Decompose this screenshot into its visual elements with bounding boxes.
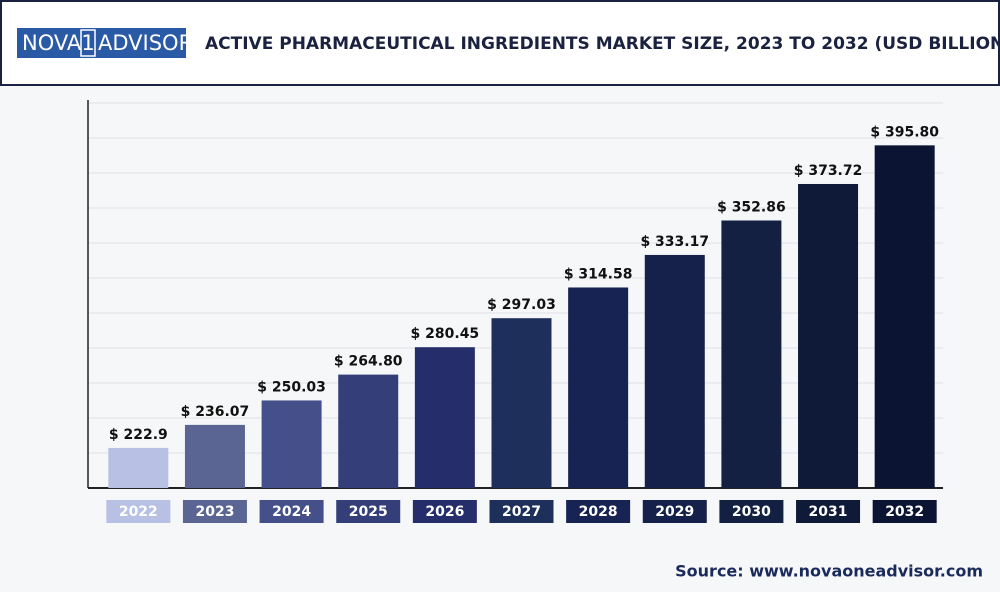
bar bbox=[491, 318, 552, 488]
x-tick-box bbox=[566, 500, 631, 523]
value-label: $ 280.45 bbox=[411, 326, 480, 342]
x-tick-box bbox=[796, 500, 861, 523]
x-tick-label: 2026 bbox=[425, 504, 464, 520]
x-tick-label: 2030 bbox=[732, 504, 771, 520]
x-tick-label: 2024 bbox=[272, 504, 311, 520]
x-tick-label: 2023 bbox=[195, 504, 234, 520]
x-tick-box bbox=[642, 500, 707, 523]
x-tick-box bbox=[489, 500, 554, 523]
logo-text: 1 bbox=[81, 31, 94, 55]
bar bbox=[108, 447, 169, 488]
x-tick-label: 2029 bbox=[655, 504, 694, 520]
x-tick-label: 2032 bbox=[885, 504, 924, 520]
x-tick-label: 2025 bbox=[349, 504, 388, 520]
value-label: $ 297.03 bbox=[487, 297, 556, 313]
bar bbox=[874, 145, 935, 488]
bar bbox=[414, 347, 475, 488]
value-label: $ 236.07 bbox=[181, 404, 250, 420]
bar bbox=[721, 220, 782, 488]
bar bbox=[338, 374, 399, 488]
value-label: $ 222.9 bbox=[109, 427, 168, 443]
logo-text: NOVA bbox=[22, 31, 82, 55]
value-label: $ 333.17 bbox=[640, 234, 709, 250]
x-tick-box bbox=[872, 500, 937, 523]
source: Source: www.novaoneadvisor.com bbox=[675, 562, 983, 581]
bar bbox=[261, 400, 322, 488]
x-tick-label: 2027 bbox=[502, 504, 541, 520]
chart-title: ACTIVE PHARMACEUTICAL INGREDIENTS MARKET… bbox=[205, 34, 1000, 54]
logo-text: ADVISOR bbox=[98, 31, 193, 55]
x-tick-box bbox=[412, 500, 477, 523]
x-tick-label: 2022 bbox=[119, 504, 158, 520]
x-tick-label: 2031 bbox=[809, 504, 848, 520]
bar bbox=[798, 183, 859, 489]
logo-frame bbox=[80, 29, 96, 57]
x-tick-box bbox=[182, 500, 247, 523]
x-tick-box bbox=[259, 500, 324, 523]
value-label: $ 264.80 bbox=[334, 354, 403, 370]
value-label: $ 314.58 bbox=[564, 266, 633, 282]
value-label: $ 352.86 bbox=[717, 199, 786, 215]
x-tick-label: 2028 bbox=[579, 504, 618, 520]
logo-box bbox=[17, 28, 186, 58]
x-tick-box bbox=[106, 500, 171, 523]
x-tick-box bbox=[336, 500, 401, 523]
bar bbox=[644, 254, 705, 488]
value-label: $ 373.72 bbox=[794, 163, 863, 179]
bar bbox=[184, 424, 245, 488]
value-label: $ 250.03 bbox=[257, 379, 326, 395]
x-tick-box bbox=[719, 500, 784, 523]
value-label: $ 395.80 bbox=[870, 124, 939, 140]
bar bbox=[568, 287, 629, 488]
